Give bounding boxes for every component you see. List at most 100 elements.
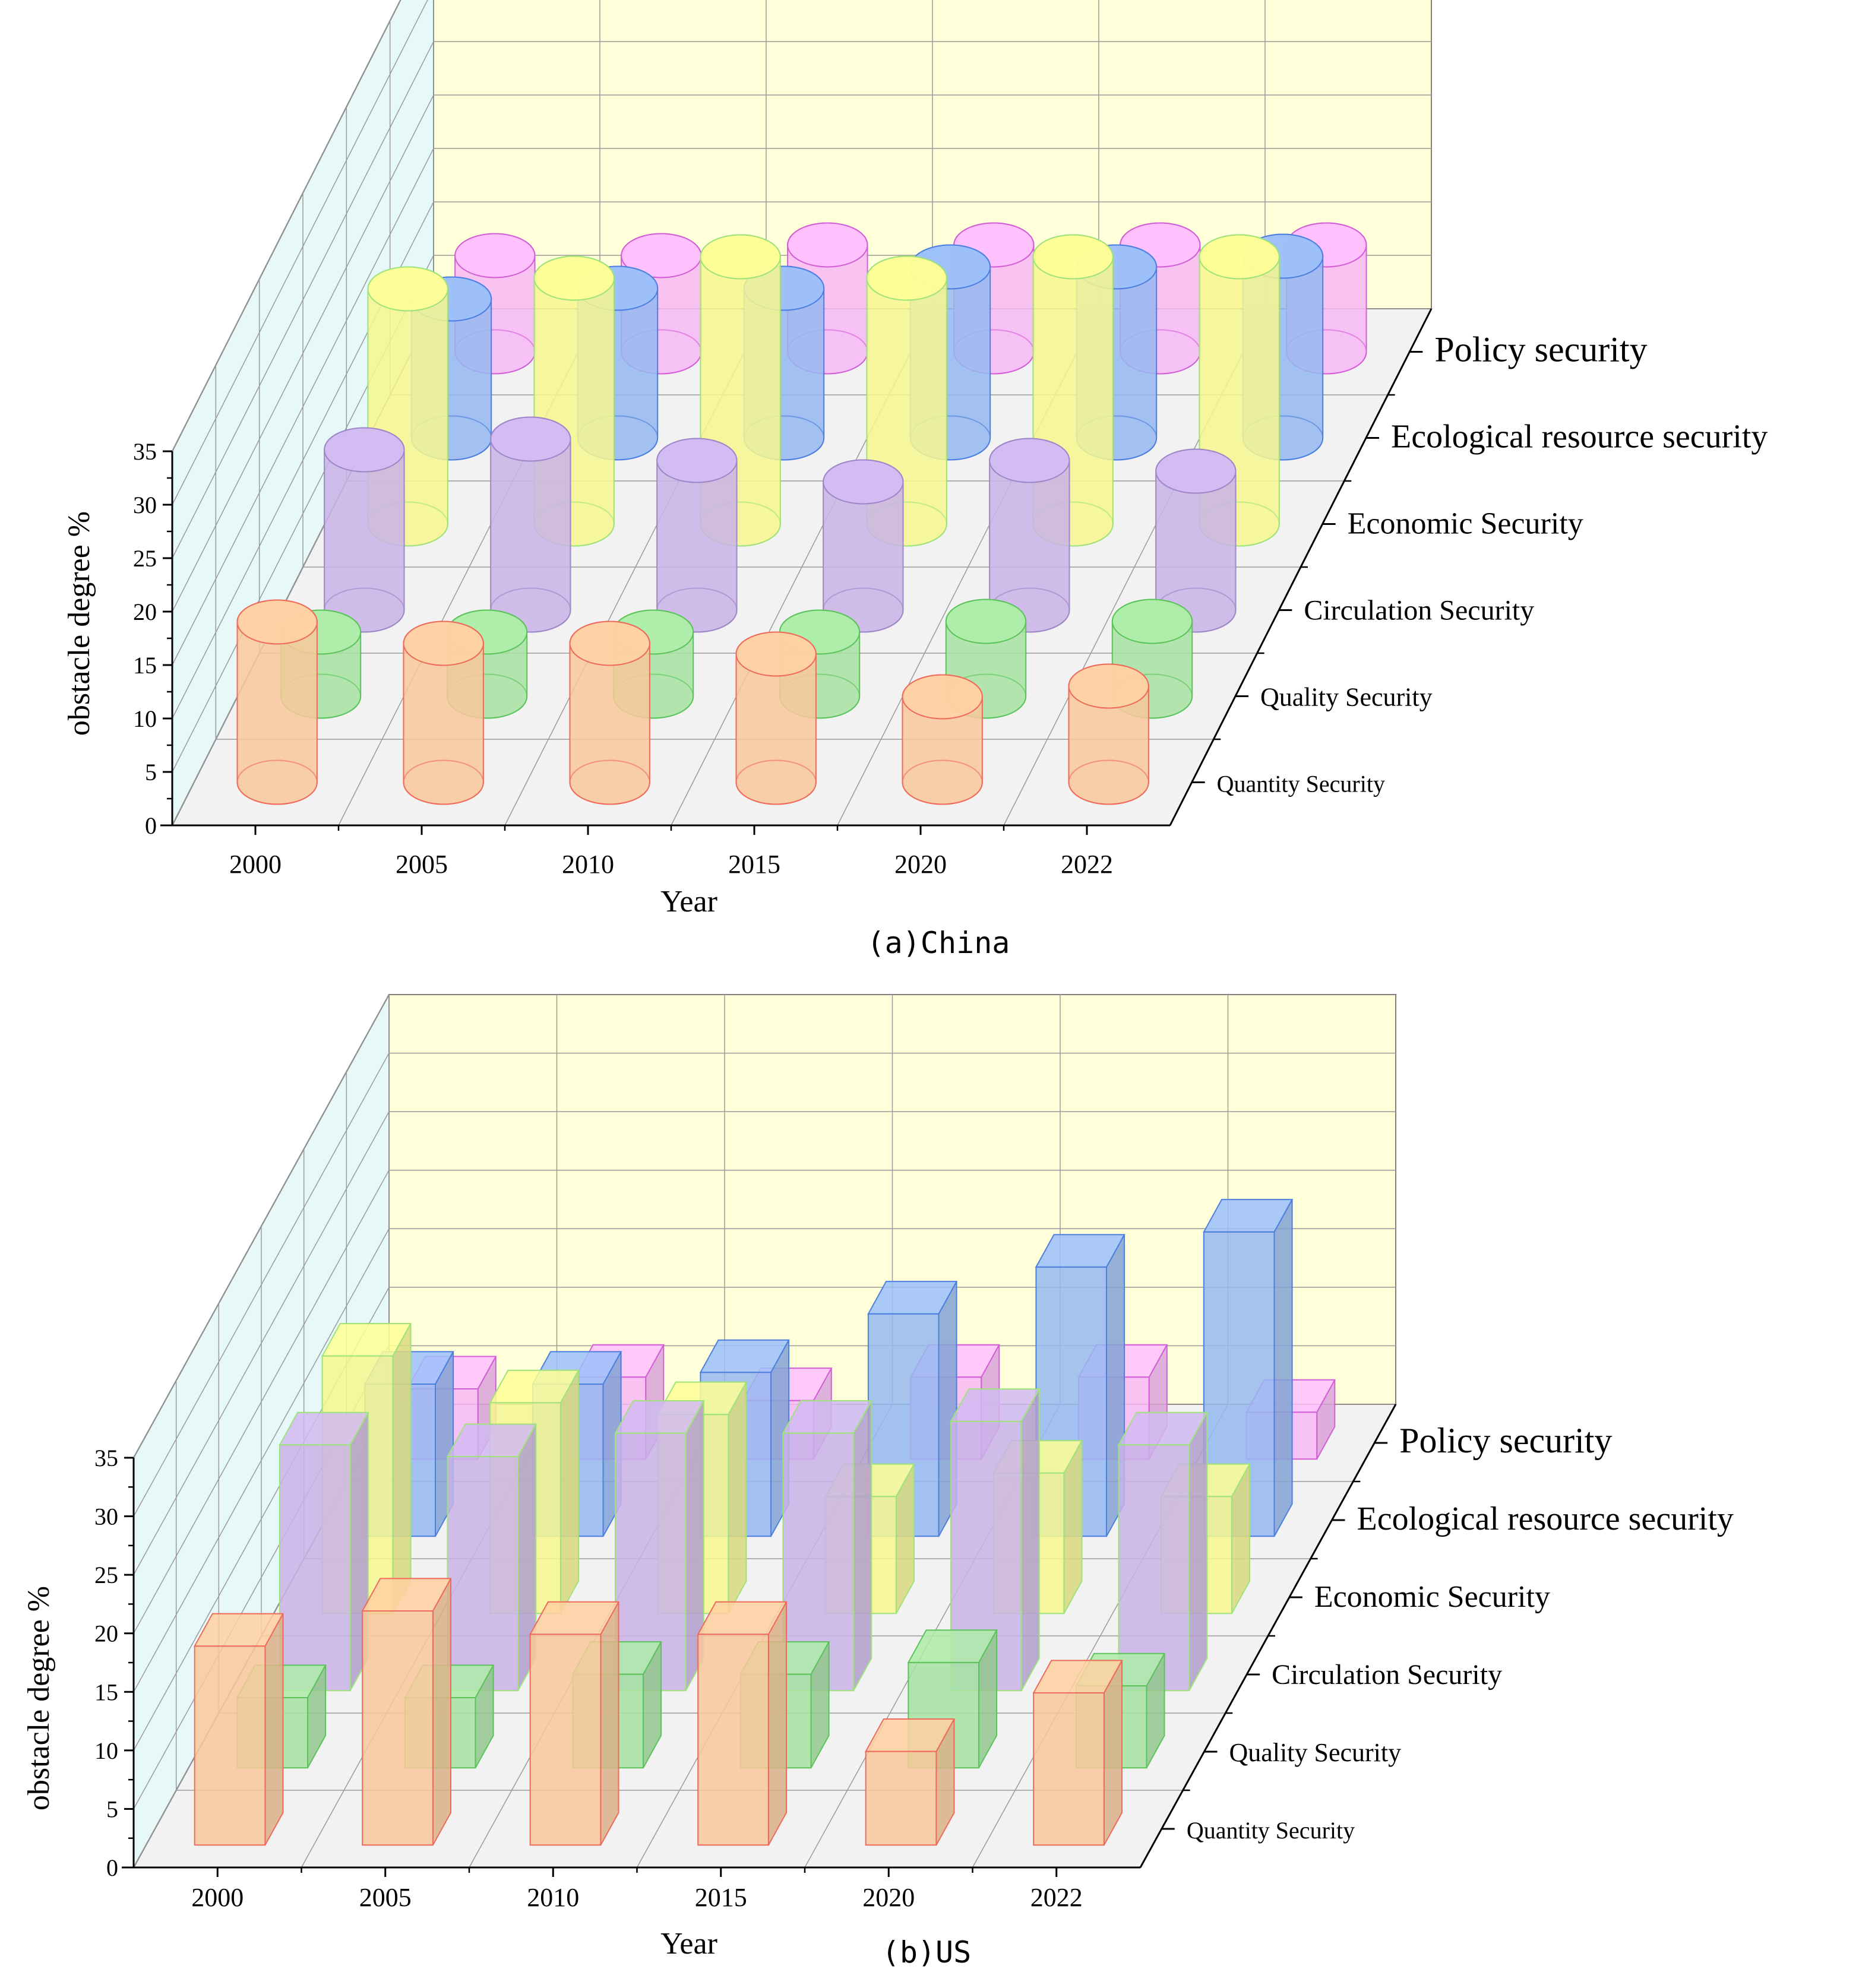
depth-label: Quality Security — [1229, 1738, 1402, 1767]
x-tick-label: 2020 — [862, 1883, 915, 1912]
bar-quantity-security-2020 — [865, 1718, 956, 1846]
bar-front-face — [194, 1645, 266, 1846]
bar-quantity-security-2010 — [529, 1601, 620, 1846]
y-axis: 0 5 10 15 20 25 30 35 — [94, 1445, 135, 1881]
bar-front-face — [1118, 1444, 1190, 1692]
bar-front-face — [447, 1456, 519, 1692]
bar-side-face — [600, 1601, 619, 1845]
bar-top — [787, 222, 868, 268]
bar-circulation-security-2020 — [989, 438, 1070, 633]
bar-front-face — [1033, 1692, 1105, 1846]
bar-ecological-resource-security-2022 — [1203, 1199, 1294, 1537]
bar-side-face — [1273, 1199, 1293, 1537]
bars — [194, 1199, 1336, 1846]
bar-circulation-security-2010 — [656, 438, 738, 633]
depth-axis: Quantity Security Quality Security Circula… — [1169, 308, 1768, 826]
bar-top — [700, 234, 781, 280]
bar-circulation-security-2005 — [446, 1423, 537, 1692]
bar-circulation-security-2015 — [782, 1400, 872, 1692]
bar-circulation-security-2005 — [490, 416, 571, 633]
bar-top — [1155, 448, 1237, 494]
x-tick-label: 2000 — [229, 850, 282, 879]
y-tick-label: 0 — [145, 812, 157, 839]
bar-side-face — [1188, 1412, 1208, 1691]
depth-label: Ecological resource security — [1357, 1501, 1734, 1537]
bar-side-face — [264, 1613, 284, 1845]
y-tick-label: 10 — [133, 705, 157, 732]
bar-top — [367, 266, 448, 312]
x-tick-label: 2005 — [359, 1883, 412, 1912]
bar-top — [324, 427, 405, 473]
bar-front-face — [362, 1610, 434, 1846]
y-tick-label: 25 — [133, 545, 157, 572]
bar-front-face — [1203, 1231, 1275, 1537]
bar-top — [403, 621, 484, 666]
y-axis: 0 5 10 15 20 25 30 35 — [133, 438, 173, 839]
bar-base — [569, 759, 650, 805]
series-circulation-security — [324, 416, 1237, 633]
bar-top — [902, 674, 983, 720]
bar-circulation-security-2020 — [950, 1388, 1041, 1692]
chart-caption: (a)China — [867, 926, 1010, 960]
bar-front-face — [782, 1432, 855, 1692]
y-tick-label: 15 — [94, 1679, 118, 1705]
depth-axis: Quantity Security Quality Security Circula… — [1139, 1404, 1734, 1868]
depth-label: Policy security — [1399, 1421, 1612, 1460]
bars — [236, 222, 1367, 805]
y-tick-label: 5 — [145, 759, 157, 786]
bar-front-face — [529, 1634, 602, 1846]
y-tick-label: 25 — [94, 1562, 118, 1588]
series-circulation-security — [279, 1388, 1208, 1692]
depth-label: Quantity Security — [1187, 1817, 1355, 1844]
bar-side-face — [392, 1323, 412, 1614]
depth-label: Economic Security — [1348, 507, 1583, 541]
bar-quantity-security-2022 — [1068, 663, 1149, 805]
bar-quantity-security-2015 — [735, 631, 817, 805]
bar-top — [533, 255, 615, 301]
x-tick-label: 2020 — [894, 850, 947, 879]
bar-base — [735, 759, 817, 805]
y-tick-label: 30 — [94, 1503, 118, 1530]
depth-label: Ecological resource security — [1391, 419, 1768, 455]
bar-top — [866, 255, 947, 301]
y-tick-label: 0 — [106, 1854, 118, 1881]
bar-quantity-security-2022 — [1032, 1660, 1123, 1846]
y-tick-label: 35 — [94, 1445, 118, 1471]
bar-circulation-security-2015 — [823, 459, 904, 633]
bar-quantity-security-2005 — [403, 621, 484, 805]
x-tick-label: 2022 — [1030, 1883, 1083, 1912]
depth-label: Quality Security — [1260, 683, 1433, 712]
bar-top — [945, 599, 1027, 644]
bar-quantity-security-2000 — [236, 599, 318, 805]
x-tick-label: 2022 — [1061, 850, 1113, 879]
depth-label: Policy security — [1434, 330, 1647, 369]
chart-caption: (b)US — [882, 1935, 972, 1970]
bar-front-face — [950, 1420, 1022, 1692]
bar-top — [735, 631, 817, 677]
x-tick-label: 2015 — [695, 1883, 747, 1912]
gridline-z — [175, 1381, 1183, 1791]
x-tick-label: 2010 — [527, 1883, 579, 1912]
bar-top — [569, 621, 650, 666]
series-quantity-security — [236, 599, 1149, 805]
bar-quantity-security-2010 — [569, 621, 650, 805]
y-tick-label: 5 — [106, 1796, 118, 1822]
y-tick-label: 30 — [133, 492, 157, 518]
bar-base — [403, 759, 484, 805]
bar-top — [1199, 234, 1280, 280]
x-axis-title: Year — [660, 1927, 717, 1961]
y-axis-title: obstacle degree % — [22, 1586, 56, 1810]
gridline-z — [215, 365, 1214, 740]
depth-label: Quantity Security — [1217, 771, 1385, 797]
bar-front-face — [279, 1444, 351, 1692]
bar-side-face — [853, 1400, 872, 1691]
bar-circulation-security-2000 — [324, 427, 405, 633]
bar-circulation-security-2022 — [1117, 1411, 1208, 1692]
x-axis-title: Year — [660, 885, 717, 919]
depth-label: Circulation Security — [1304, 595, 1534, 626]
x-axis: 2000 2005 2010 2015 2020 2022 — [160, 824, 1170, 879]
bar-quantity-security-2005 — [361, 1578, 452, 1846]
